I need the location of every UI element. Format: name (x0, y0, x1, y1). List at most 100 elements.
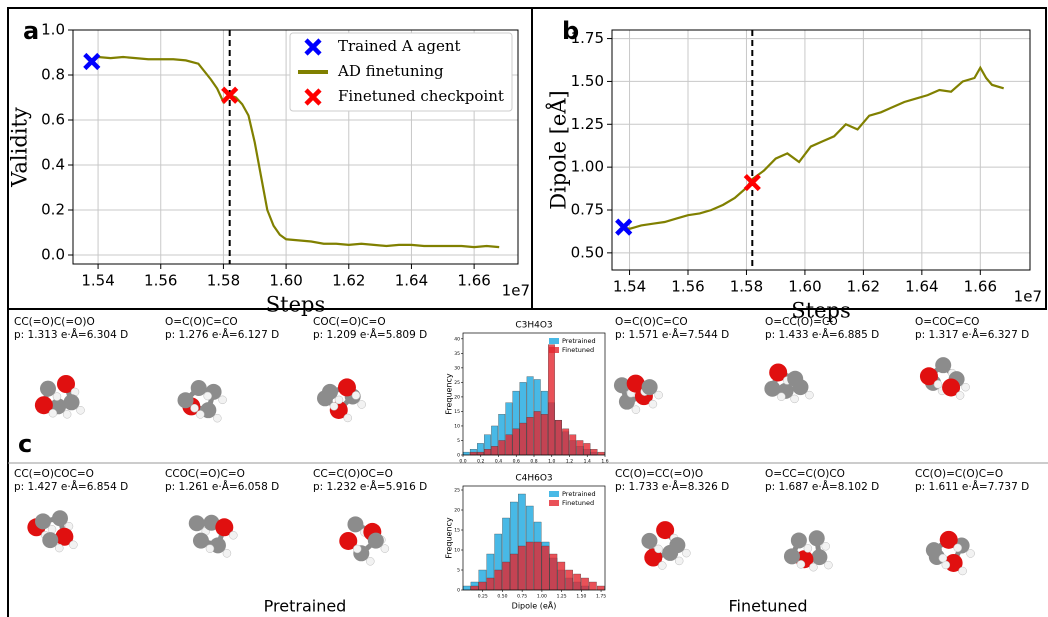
property: p: 1.433 e·Å=6.885 D (765, 328, 879, 341)
x-tick-label: 1.6 (601, 459, 608, 465)
hist-title: C4H6O3 (515, 474, 552, 484)
atom-hydrogen (203, 391, 212, 401)
atom-hydrogen (953, 543, 962, 553)
atom (792, 379, 809, 396)
hist-bar (484, 449, 491, 456)
atom (190, 380, 207, 397)
atom (51, 510, 68, 527)
x-tick-label: 0.4 (495, 459, 502, 465)
atom-hydrogen (958, 566, 967, 576)
molecule-render (177, 380, 227, 423)
smiles: O=CC=C(O)CO (765, 468, 845, 480)
atom-hydrogen (809, 562, 818, 572)
hist-bar (573, 573, 581, 591)
y-tick-label: 0.8 (41, 66, 65, 84)
smiles: O=COC=CO (915, 316, 979, 328)
molecule-render (613, 374, 663, 414)
hist-bar (583, 443, 591, 456)
hist-bar (557, 561, 566, 591)
y-tick-label: 5 (457, 438, 460, 444)
hist-bar (494, 569, 502, 591)
atom-hydrogen (366, 557, 375, 566)
smiles: COC(=O)C=O (313, 316, 386, 328)
y-axis-label: Dipole [eÅ] (546, 90, 571, 209)
y-tick-label: 40 (454, 336, 460, 342)
x-tick-label: 1.56 (671, 278, 704, 296)
hist-bar (478, 581, 487, 591)
atom-hydrogen (229, 531, 238, 540)
atom-hydrogen (966, 549, 975, 558)
smiles: CC(=O)COC=O (14, 468, 94, 480)
y-tick-label: 1.50 (571, 72, 604, 90)
hist-bar (576, 440, 584, 456)
atom (942, 378, 961, 397)
marker (615, 218, 633, 236)
y-tick-label: 0.75 (571, 201, 604, 219)
hist-bar (549, 553, 558, 591)
atom (63, 394, 80, 411)
legend-label: Finetuned checkpoint (338, 87, 504, 105)
group-label: Finetuned (728, 597, 807, 616)
plot-frame (72, 29, 519, 265)
y-tick-label: 0.0 (41, 246, 65, 264)
data-line (91, 55, 500, 249)
marker (83, 52, 101, 71)
marker-stroke (743, 173, 761, 192)
atom-hydrogen (824, 560, 833, 570)
x-axis-label: Steps (791, 299, 850, 323)
atom-hydrogen (48, 408, 58, 418)
hist-bar (525, 541, 534, 591)
atom-hydrogen (821, 542, 830, 551)
legend-label: Pretrained (562, 337, 596, 345)
hist-bar (597, 451, 605, 456)
molecule-render (783, 530, 833, 572)
legend-label: Finetuned (562, 499, 594, 507)
atom-hydrogen (213, 413, 222, 423)
hist-bar (562, 428, 570, 456)
hist-bar (581, 577, 589, 591)
x-tick-label: 1.0 (548, 459, 555, 465)
y-tick-label: 5 (457, 568, 460, 574)
y-axis-label: Frequency (445, 373, 454, 415)
atom (57, 375, 75, 393)
x-tick-label: 1.66 (964, 278, 997, 296)
x-tick-label: 1.66 (457, 272, 490, 290)
atom-hydrogen (62, 410, 72, 419)
hist-bar (510, 553, 518, 591)
y-axis-label: Validity (8, 107, 32, 188)
atom-hydrogen (955, 391, 965, 400)
y-tick-label: 0.2 (41, 201, 65, 219)
atom-hydrogen (805, 390, 814, 400)
atom-hydrogen (654, 390, 663, 400)
molecule-render (188, 514, 238, 558)
y-tick-label: 1.00 (571, 158, 604, 176)
panel-label: a (23, 17, 39, 45)
atom-hydrogen (353, 544, 362, 554)
atom (935, 357, 952, 374)
x-offset-label: 1e7 (502, 282, 530, 300)
panel-label: c (18, 430, 32, 458)
atom-hydrogen (52, 392, 62, 401)
atom (808, 530, 825, 547)
data-line (623, 65, 1004, 231)
smiles: CC(O)=CC(=O)O (615, 468, 703, 480)
atom (34, 396, 53, 415)
atom-hydrogen (334, 395, 344, 405)
atom-hydrogen (76, 406, 85, 415)
property: p: 1.687 e·Å=8.102 D (765, 480, 879, 493)
y-tick-label: 10 (454, 423, 460, 429)
y-tick-label: 0.50 (571, 243, 604, 261)
atom (321, 383, 338, 400)
property: p: 1.611 e·Å=7.737 D (915, 480, 1029, 493)
atom-hydrogen (631, 405, 641, 414)
marker-stroke (615, 218, 633, 236)
y-tick-label: 25 (454, 488, 460, 494)
atom (339, 531, 358, 550)
y-tick-label: 30 (454, 365, 460, 371)
y-tick-label: 20 (454, 394, 460, 400)
atom-hydrogen (343, 413, 353, 423)
hist-bar (526, 417, 534, 456)
legend-box (289, 32, 513, 112)
atom-hydrogen (380, 544, 390, 553)
